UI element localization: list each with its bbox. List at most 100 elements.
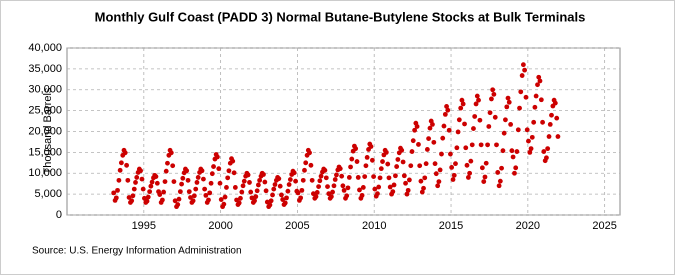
point [441,123,447,129]
point [544,155,549,161]
point [225,175,231,181]
point [387,184,393,190]
point [459,97,465,103]
point [202,186,208,192]
point [517,105,522,111]
point [139,176,145,182]
point [405,187,411,193]
point [426,136,432,141]
point [474,93,480,99]
point [270,192,275,198]
point [416,142,421,147]
y-tick-label: 5,000 [34,188,62,200]
point [217,180,223,186]
point [541,149,547,154]
point [497,178,503,184]
point [504,104,510,110]
point [348,164,353,170]
point [418,178,424,184]
point [188,195,193,200]
point [206,197,211,203]
point [293,178,298,184]
point [334,172,339,178]
point [199,168,205,174]
point [354,159,360,164]
point [330,189,335,195]
point [393,173,398,179]
point [467,170,473,176]
point [495,170,501,175]
point [409,149,415,154]
point [271,186,277,192]
point [520,62,526,68]
point [433,171,439,177]
point [133,180,138,185]
point [408,163,414,169]
point [252,198,257,204]
point [129,198,135,204]
point [508,122,514,127]
point [209,171,215,177]
point [423,161,429,167]
point [422,175,428,181]
point [386,175,392,181]
point [317,178,323,184]
point [529,134,535,140]
point [460,101,466,107]
point [272,182,278,187]
point [514,149,520,154]
point [547,122,553,127]
point [194,180,200,185]
point [286,182,292,187]
point [222,194,228,200]
point [501,130,507,136]
point [179,181,184,187]
point [549,112,554,118]
point [159,197,165,203]
point [208,180,214,186]
point [375,191,380,197]
point [163,168,169,174]
point [555,134,561,139]
point [444,104,449,109]
point [313,194,319,200]
point [528,146,534,152]
point [116,177,122,183]
point [364,154,370,160]
point [499,165,504,171]
point [522,67,528,73]
point [180,175,186,181]
point [239,189,245,195]
point [442,111,448,117]
point [111,190,117,196]
point [400,159,406,165]
point [332,177,338,182]
point [513,165,519,171]
point [518,89,524,95]
point [471,126,476,131]
point [383,149,389,155]
point [291,170,297,176]
point [486,124,492,129]
point [337,166,343,172]
point [453,161,458,167]
point [394,164,400,169]
point [340,183,346,189]
point [124,162,130,168]
point [472,114,478,119]
point [191,193,197,199]
point [368,144,374,149]
point [532,104,538,110]
point [322,167,328,173]
point [314,190,320,195]
point [449,165,455,170]
point [331,183,337,189]
point [236,200,242,206]
point [309,177,315,183]
point [445,107,451,113]
point [241,178,247,184]
point [527,149,533,155]
point [211,164,216,169]
point [372,186,378,192]
